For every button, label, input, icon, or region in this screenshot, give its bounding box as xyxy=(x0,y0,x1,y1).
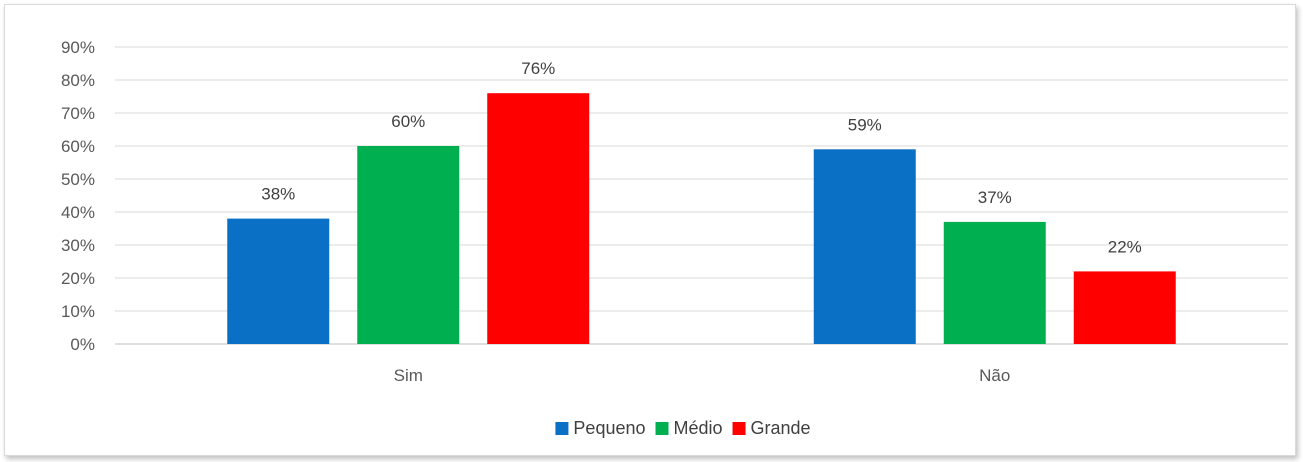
legend-item-médio: Médio xyxy=(655,418,723,438)
data-label: 59% xyxy=(848,115,882,134)
bar-pequeno-1 xyxy=(813,149,916,344)
x-axis-labels: Sim Não xyxy=(394,366,1011,385)
data-labels: 38% 60% 76% 59% 37% 22% xyxy=(261,59,1142,256)
y-axis-ticks: 0% 10% 20% 30% 40% 50% 60% 70% 80% 90% xyxy=(61,38,95,354)
data-label: 38% xyxy=(261,185,295,204)
y-tick-label: 80% xyxy=(61,71,95,90)
bar-grande-1 xyxy=(1073,271,1176,344)
y-tick-label: 50% xyxy=(61,170,95,189)
legend-label: Médio xyxy=(674,418,723,438)
bars xyxy=(227,93,1176,344)
legend-label: Pequeno xyxy=(573,418,645,438)
chart-frame xyxy=(4,4,1296,456)
legend-item-pequeno: Pequeno xyxy=(555,418,646,438)
legend-label: Grande xyxy=(751,418,811,438)
data-label: 60% xyxy=(391,112,425,131)
legend-item-grande: Grande xyxy=(732,418,811,438)
y-tick-label: 40% xyxy=(61,203,95,222)
data-label: 76% xyxy=(521,59,555,78)
legend-swatch xyxy=(732,422,746,435)
y-tick-label: 70% xyxy=(61,104,95,123)
y-tick-label: 90% xyxy=(61,38,95,57)
x-category-label: Não xyxy=(979,366,1010,385)
y-tick-label: 0% xyxy=(70,335,95,354)
bar-pequeno-0 xyxy=(227,218,330,344)
bar-médio-1 xyxy=(943,221,1046,344)
y-tick-label: 10% xyxy=(61,302,95,321)
y-tick-label: 20% xyxy=(61,269,95,288)
legend: Pequeno Médio Grande xyxy=(555,418,811,438)
bar-médio-0 xyxy=(357,146,460,344)
y-tick-label: 30% xyxy=(61,236,95,255)
bar-grande-0 xyxy=(487,93,590,344)
legend-swatch xyxy=(655,422,669,435)
data-label: 22% xyxy=(1108,237,1142,256)
x-category-label: Sim xyxy=(394,366,423,385)
data-label: 37% xyxy=(978,188,1012,207)
legend-swatch xyxy=(555,422,569,435)
y-tick-label: 60% xyxy=(61,137,95,156)
